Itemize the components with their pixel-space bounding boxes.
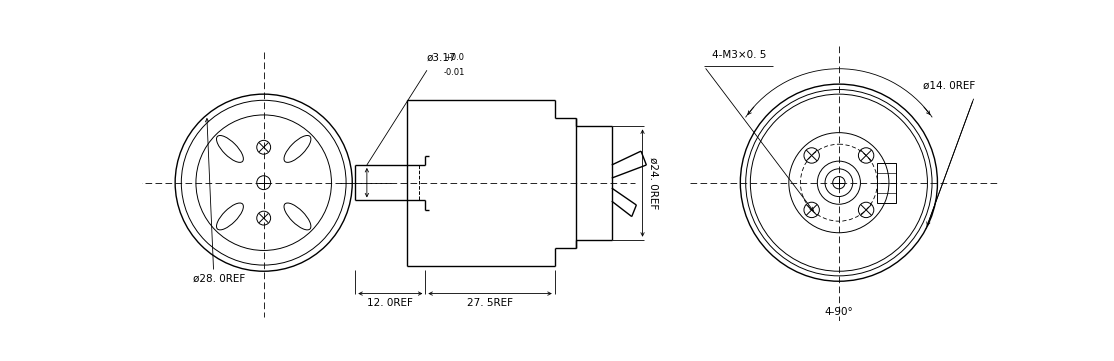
Text: ø28. 0REF: ø28. 0REF (193, 273, 245, 283)
Text: ø3.17: ø3.17 (427, 53, 457, 62)
Text: +0.0: +0.0 (443, 53, 463, 62)
Text: 4-M3×0. 5: 4-M3×0. 5 (712, 50, 766, 60)
Text: ø24. 0REF: ø24. 0REF (648, 157, 658, 209)
Text: 12. 0REF: 12. 0REF (368, 298, 413, 308)
Bar (878, 163, 896, 203)
Text: -0.01: -0.01 (443, 68, 466, 77)
Text: 4-90°: 4-90° (824, 307, 853, 317)
Text: 27. 5REF: 27. 5REF (467, 298, 514, 308)
Text: ø14. 0REF: ø14. 0REF (922, 81, 975, 91)
